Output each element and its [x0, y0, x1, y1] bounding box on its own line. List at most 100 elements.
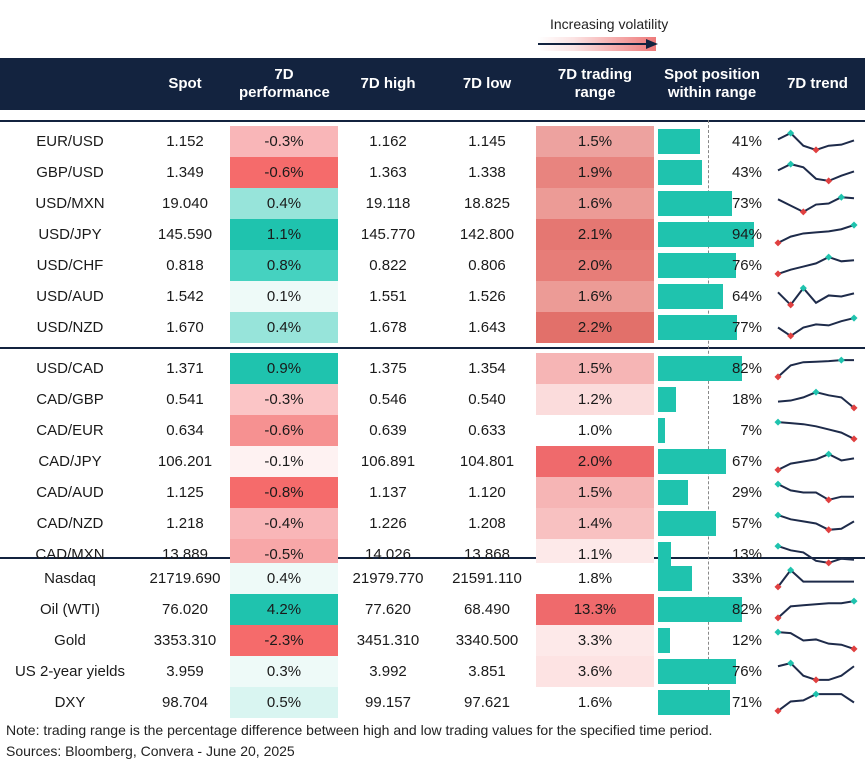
- position-percent: 94%: [731, 226, 762, 243]
- spot-position-cell: 43%: [654, 157, 770, 188]
- low-value: 1.120: [468, 484, 506, 501]
- trend-cell: [770, 312, 865, 343]
- position-bar: [658, 418, 665, 443]
- spot-value: 1.152: [166, 133, 204, 150]
- trend-cell: [770, 477, 865, 508]
- position-percent: 77%: [731, 319, 762, 336]
- table-row: GBP/USD 1.349 -0.6% 1.363 1.338 1.9% 43%: [0, 157, 865, 188]
- spot-position-cell: 71%: [654, 687, 770, 718]
- table-row: CAD/GBP 0.541 -0.3% 0.546 0.540 1.2% 18%: [0, 384, 865, 415]
- trend-high-marker: [774, 418, 782, 426]
- performance-value: 0.8%: [230, 250, 338, 281]
- trend-low-marker: [850, 645, 858, 653]
- trend-low-marker: [774, 373, 782, 381]
- high-value: 0.546: [369, 391, 407, 408]
- trading-range-value: 2.1%: [536, 219, 654, 250]
- high-value: 3.992: [369, 663, 407, 680]
- trend-cell: [770, 563, 865, 594]
- sources: Sources: Bloomberg, Convera - June 20, 2…: [6, 743, 295, 759]
- position-bar: [658, 566, 692, 591]
- trend-high-marker: [837, 193, 845, 201]
- table-row: DXY 98.704 0.5% 99.157 97.621 1.6% 71%: [0, 687, 865, 718]
- trend-line: [777, 256, 855, 275]
- instrument-name: USD/MXN: [35, 195, 105, 212]
- high-value: 21979.770: [352, 570, 424, 587]
- low-value: 1.338: [468, 164, 506, 181]
- trend-line: [777, 545, 855, 564]
- high-value: 14.026: [365, 546, 411, 563]
- position-bar: [658, 253, 736, 278]
- high-value: 106.891: [360, 453, 416, 470]
- high-value: 0.822: [369, 257, 407, 274]
- trend-line: [777, 317, 855, 338]
- trend-cell: [770, 157, 865, 188]
- trend-sparkline: [774, 450, 855, 474]
- spot-value: 21719.690: [149, 570, 221, 587]
- position-bar: [658, 511, 716, 536]
- spot-value: 1.218: [166, 515, 204, 532]
- trading-range-value: 1.6%: [536, 687, 654, 718]
- trend-sparkline: [774, 511, 855, 534]
- trend-high-marker: [812, 690, 820, 698]
- position-bar: [658, 191, 732, 216]
- trend-sparkline: [774, 418, 858, 443]
- trend-cell: [770, 384, 865, 415]
- spot-position-cell: 64%: [654, 281, 770, 312]
- instrument-name: CAD/JPY: [38, 453, 102, 470]
- trading-range-value: 2.0%: [536, 250, 654, 281]
- trend-cell: [770, 687, 865, 718]
- low-value: 1.145: [468, 133, 506, 150]
- high-value: 1.226: [369, 515, 407, 532]
- instrument-name: GBP/USD: [36, 164, 104, 181]
- trend-sparkline: [774, 690, 855, 715]
- instrument-name: USD/NZD: [36, 319, 104, 336]
- trading-range-value: 3.3%: [536, 625, 654, 656]
- spot-position-cell: 82%: [654, 594, 770, 625]
- position-bar: [658, 690, 730, 715]
- position-bar: [658, 315, 737, 340]
- spot-value: 1.542: [166, 288, 204, 305]
- header-7d-trading-range: 7D trading range: [536, 58, 654, 110]
- footnote: Note: trading range is the percentage di…: [6, 722, 713, 738]
- spot-value: 19.040: [162, 195, 208, 212]
- performance-value: -0.1%: [230, 446, 338, 477]
- performance-value: -0.6%: [230, 157, 338, 188]
- position-percent: 76%: [731, 663, 762, 680]
- instrument-name: Oil (WTI): [40, 601, 100, 618]
- trend-high-marker: [850, 314, 858, 322]
- performance-value: -0.4%: [230, 508, 338, 539]
- volatility-legend: Increasing volatility: [538, 14, 668, 54]
- trend-high-marker: [774, 542, 782, 550]
- spot-value: 1.670: [166, 319, 204, 336]
- trend-low-marker: [812, 676, 820, 684]
- trend-high-marker: [787, 160, 795, 168]
- spot-value: 106.201: [157, 453, 213, 470]
- trading-range-value: 1.4%: [536, 508, 654, 539]
- spot-position-cell: 18%: [654, 384, 770, 415]
- position-bar: [658, 387, 676, 412]
- table-row: USD/MXN 19.040 0.4% 19.118 18.825 1.6% 73%: [0, 188, 865, 219]
- position-percent: 71%: [731, 694, 762, 711]
- trend-cell: [770, 625, 865, 656]
- trend-low-marker: [825, 526, 833, 534]
- high-value: 145.770: [360, 226, 416, 243]
- high-value: 3451.310: [356, 632, 420, 649]
- spot-value: 1.125: [166, 484, 204, 501]
- position-percent: 64%: [731, 288, 762, 305]
- spot-value: 1.349: [166, 164, 204, 181]
- spot-value: 3353.310: [153, 632, 217, 649]
- performance-value: 1.1%: [230, 219, 338, 250]
- spot-position-cell: 13%: [654, 539, 770, 570]
- trend-sparkline: [777, 388, 858, 412]
- performance-value: 0.1%: [230, 281, 338, 312]
- trend-sparkline: [774, 597, 858, 622]
- position-percent: 82%: [731, 601, 762, 618]
- table-row: EUR/USD 1.152 -0.3% 1.162 1.145 1.5% 41%: [0, 126, 865, 157]
- trend-line: [777, 631, 855, 650]
- trading-range-value: 1.0%: [536, 415, 654, 446]
- trend-cell: [770, 353, 865, 384]
- spot-value: 13.889: [162, 546, 208, 563]
- trend-low-marker: [774, 239, 782, 247]
- low-value: 104.801: [459, 453, 515, 470]
- low-value: 0.540: [468, 391, 506, 408]
